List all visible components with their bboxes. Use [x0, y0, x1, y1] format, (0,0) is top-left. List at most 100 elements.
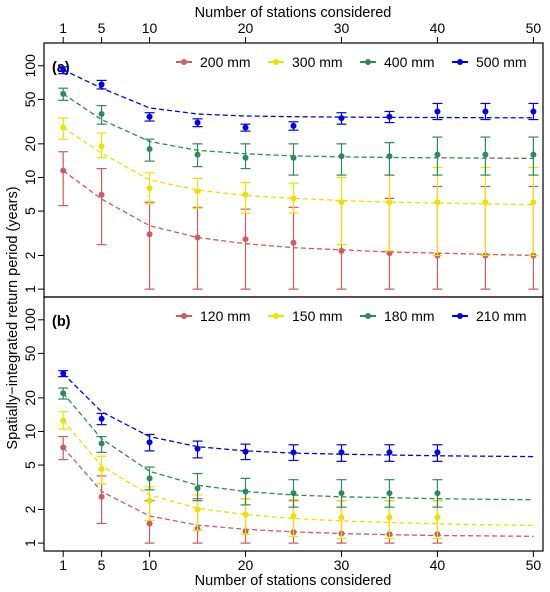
- data-point: [146, 145, 153, 152]
- data-point: [60, 167, 67, 174]
- data-point: [434, 449, 441, 456]
- data-point: [482, 199, 489, 206]
- y-tick-label: 5: [22, 461, 38, 469]
- data-point: [434, 199, 441, 206]
- data-point: [290, 512, 297, 519]
- data-point: [60, 66, 67, 73]
- top-x-tick-label: 20: [238, 20, 254, 36]
- legend-label: 300 mm: [292, 54, 343, 70]
- data-point: [482, 151, 489, 158]
- legend-marker: [365, 59, 371, 65]
- legend-label: 150 mm: [292, 308, 343, 324]
- bottom-x-tick-label: 1: [59, 557, 67, 573]
- data-point: [60, 390, 67, 397]
- data-point: [338, 115, 345, 122]
- legend-marker: [365, 313, 371, 319]
- data-point: [530, 151, 537, 158]
- legend-marker: [273, 313, 279, 319]
- data-point: [386, 199, 393, 206]
- y-tick-label: 10: [22, 423, 38, 439]
- top-axis-title: Number of stations considered: [195, 5, 392, 21]
- fit-line: [62, 373, 534, 458]
- legend-marker: [181, 313, 187, 319]
- data-point: [386, 113, 393, 120]
- data-point: [290, 195, 297, 202]
- bottom-x-tick-label: 5: [98, 557, 106, 573]
- data-point: [242, 236, 249, 243]
- y-tick-label: 100: [22, 54, 38, 78]
- data-point: [242, 511, 249, 518]
- data-point: [242, 191, 249, 198]
- data-point: [60, 370, 67, 377]
- data-point: [146, 185, 153, 192]
- data-point: [60, 124, 67, 131]
- data-point: [530, 199, 537, 206]
- data-point: [98, 493, 105, 500]
- y-tick-label: 1: [22, 539, 38, 547]
- bottom-x-tick-label: 50: [526, 557, 542, 573]
- y-tick-label: 2: [22, 505, 38, 513]
- top-x-tick-label: 50: [526, 20, 542, 36]
- data-point: [290, 154, 297, 161]
- data-point: [242, 448, 249, 455]
- y-tick-label: 20: [22, 136, 38, 152]
- data-point: [98, 415, 105, 422]
- legend-marker: [181, 59, 187, 65]
- data-point: [290, 490, 297, 497]
- top-x-tick-label: 10: [142, 20, 158, 36]
- legend-label: 400 mm: [384, 54, 435, 70]
- data-point: [386, 250, 393, 257]
- y-tick-label: 5: [22, 207, 38, 215]
- data-point: [290, 122, 297, 129]
- data-point: [146, 497, 153, 504]
- top-x-tick-label: 30: [334, 20, 350, 36]
- data-point: [146, 439, 153, 446]
- data-point: [434, 490, 441, 497]
- data-point: [194, 151, 201, 158]
- data-point: [482, 108, 489, 115]
- legend-label: 180 mm: [384, 308, 435, 324]
- data-point: [386, 490, 393, 497]
- y-tick-label: 1: [22, 285, 38, 293]
- data-point: [386, 514, 393, 521]
- data-point: [338, 514, 345, 521]
- y-axis-title: Spatially−integrated return period (year…: [5, 186, 21, 449]
- data-point: [146, 231, 153, 238]
- data-point: [60, 444, 67, 451]
- data-point: [242, 124, 249, 131]
- data-point: [98, 440, 105, 447]
- data-point: [434, 514, 441, 521]
- data-point: [194, 506, 201, 513]
- data-point: [98, 143, 105, 150]
- bottom-x-tick-label: 20: [238, 557, 254, 573]
- data-point: [386, 153, 393, 160]
- data-point: [434, 108, 441, 115]
- bottom-x-tick-label: 10: [142, 557, 158, 573]
- data-point: [290, 239, 297, 246]
- y-tick-label: 100: [22, 308, 38, 332]
- panel-frame: [43, 296, 544, 552]
- fit-line: [62, 420, 534, 527]
- data-point: [242, 154, 249, 161]
- data-point: [530, 108, 537, 115]
- bottom-x-tick-label: 40: [430, 557, 446, 573]
- data-point: [146, 475, 153, 482]
- data-point: [338, 199, 345, 206]
- data-point: [60, 90, 67, 97]
- panel-label: (b): [52, 314, 71, 330]
- legend-label: 120 mm: [200, 308, 251, 324]
- data-point: [338, 449, 345, 456]
- legend-marker: [457, 313, 463, 319]
- bottom-axis-title: Number of stations considered: [195, 573, 392, 589]
- data-point: [290, 449, 297, 456]
- y-tick-label: 20: [22, 390, 38, 406]
- data-point: [98, 191, 105, 198]
- fit-line: [62, 69, 534, 119]
- data-point: [146, 113, 153, 120]
- top-x-tick-label: 1: [59, 20, 67, 36]
- data-point: [338, 153, 345, 160]
- legend-label: 210 mm: [476, 308, 527, 324]
- data-point: [194, 445, 201, 452]
- data-point: [242, 488, 249, 495]
- y-tick-label: 50: [22, 345, 38, 361]
